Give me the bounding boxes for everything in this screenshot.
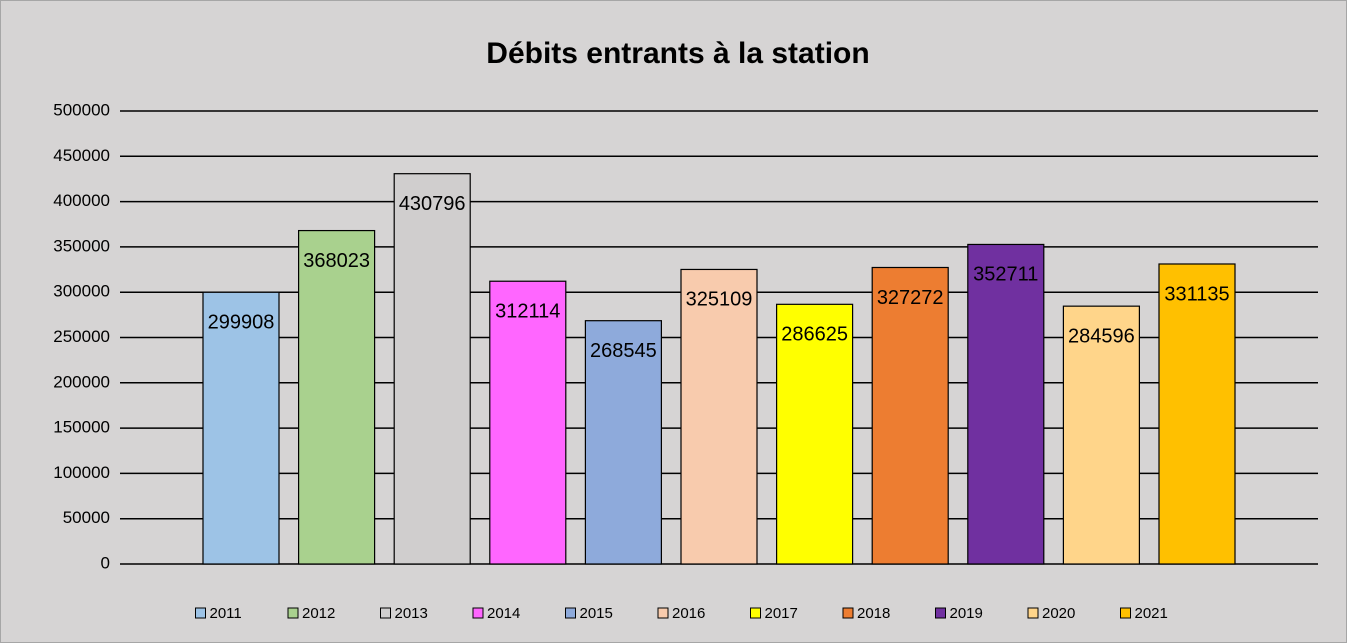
data-label: 268545 bbox=[590, 340, 657, 362]
legend-label: 2012 bbox=[302, 605, 335, 622]
legend-label: 2021 bbox=[1135, 605, 1168, 622]
bar bbox=[584, 320, 663, 565]
legend-swatch bbox=[380, 607, 391, 619]
y-tick-label: 50000 bbox=[63, 508, 110, 527]
legend-label: 2018 bbox=[857, 605, 890, 622]
bar bbox=[680, 268, 758, 565]
legend-swatch bbox=[1120, 607, 1131, 619]
legend-swatch bbox=[287, 607, 299, 619]
bar bbox=[1062, 305, 1141, 565]
data-label: 312114 bbox=[495, 301, 560, 323]
y-tick-label: 300000 bbox=[53, 282, 110, 301]
bar bbox=[1158, 263, 1236, 565]
legend-swatch bbox=[935, 607, 946, 619]
legend-swatch bbox=[195, 607, 206, 619]
legend-label: 2011 bbox=[210, 605, 242, 622]
legend-swatch bbox=[472, 607, 484, 619]
y-tick-label: 100000 bbox=[53, 463, 110, 482]
legend-swatch bbox=[1027, 607, 1039, 619]
y-tick-label: 0 bbox=[101, 553, 110, 572]
data-label: 325109 bbox=[686, 289, 753, 311]
legend-swatch bbox=[750, 607, 761, 619]
y-tick-label: 200000 bbox=[53, 372, 110, 391]
bar bbox=[871, 266, 949, 565]
y-tick-label: 500000 bbox=[53, 100, 110, 119]
legend-label: 2020 bbox=[1042, 605, 1075, 622]
bar bbox=[202, 291, 280, 565]
data-label: 430796 bbox=[399, 193, 466, 215]
y-tick-label: 350000 bbox=[53, 236, 110, 255]
legend-label: 2016 bbox=[672, 605, 705, 622]
y-tick-label: 400000 bbox=[53, 191, 110, 210]
data-label: 299908 bbox=[208, 312, 275, 334]
bar bbox=[775, 303, 854, 565]
data-label: 331135 bbox=[1164, 283, 1229, 305]
bar bbox=[393, 173, 471, 565]
y-tick-label: 450000 bbox=[53, 146, 110, 165]
legend-label: 2015 bbox=[580, 605, 613, 622]
y-tick-label: 150000 bbox=[53, 418, 110, 437]
legend-label: 2014 bbox=[487, 605, 520, 622]
bar bbox=[489, 280, 567, 565]
chart-title: Débits entrants à la station bbox=[486, 37, 869, 70]
y-tick-label: 250000 bbox=[53, 327, 110, 346]
legend-label: 2013 bbox=[395, 605, 428, 622]
bar bbox=[967, 243, 1045, 565]
data-label: 352711 bbox=[973, 264, 1038, 286]
legend-label: 2017 bbox=[765, 605, 798, 622]
legend-swatch bbox=[842, 607, 854, 619]
data-label: 284596 bbox=[1068, 325, 1135, 347]
legend-label: 2019 bbox=[950, 605, 983, 622]
legend-swatch bbox=[657, 607, 669, 619]
data-label: 327272 bbox=[877, 287, 944, 309]
data-label: 368023 bbox=[303, 250, 370, 272]
data-label: 286625 bbox=[781, 324, 848, 346]
legend-swatch bbox=[565, 607, 576, 619]
bar bbox=[298, 229, 376, 565]
